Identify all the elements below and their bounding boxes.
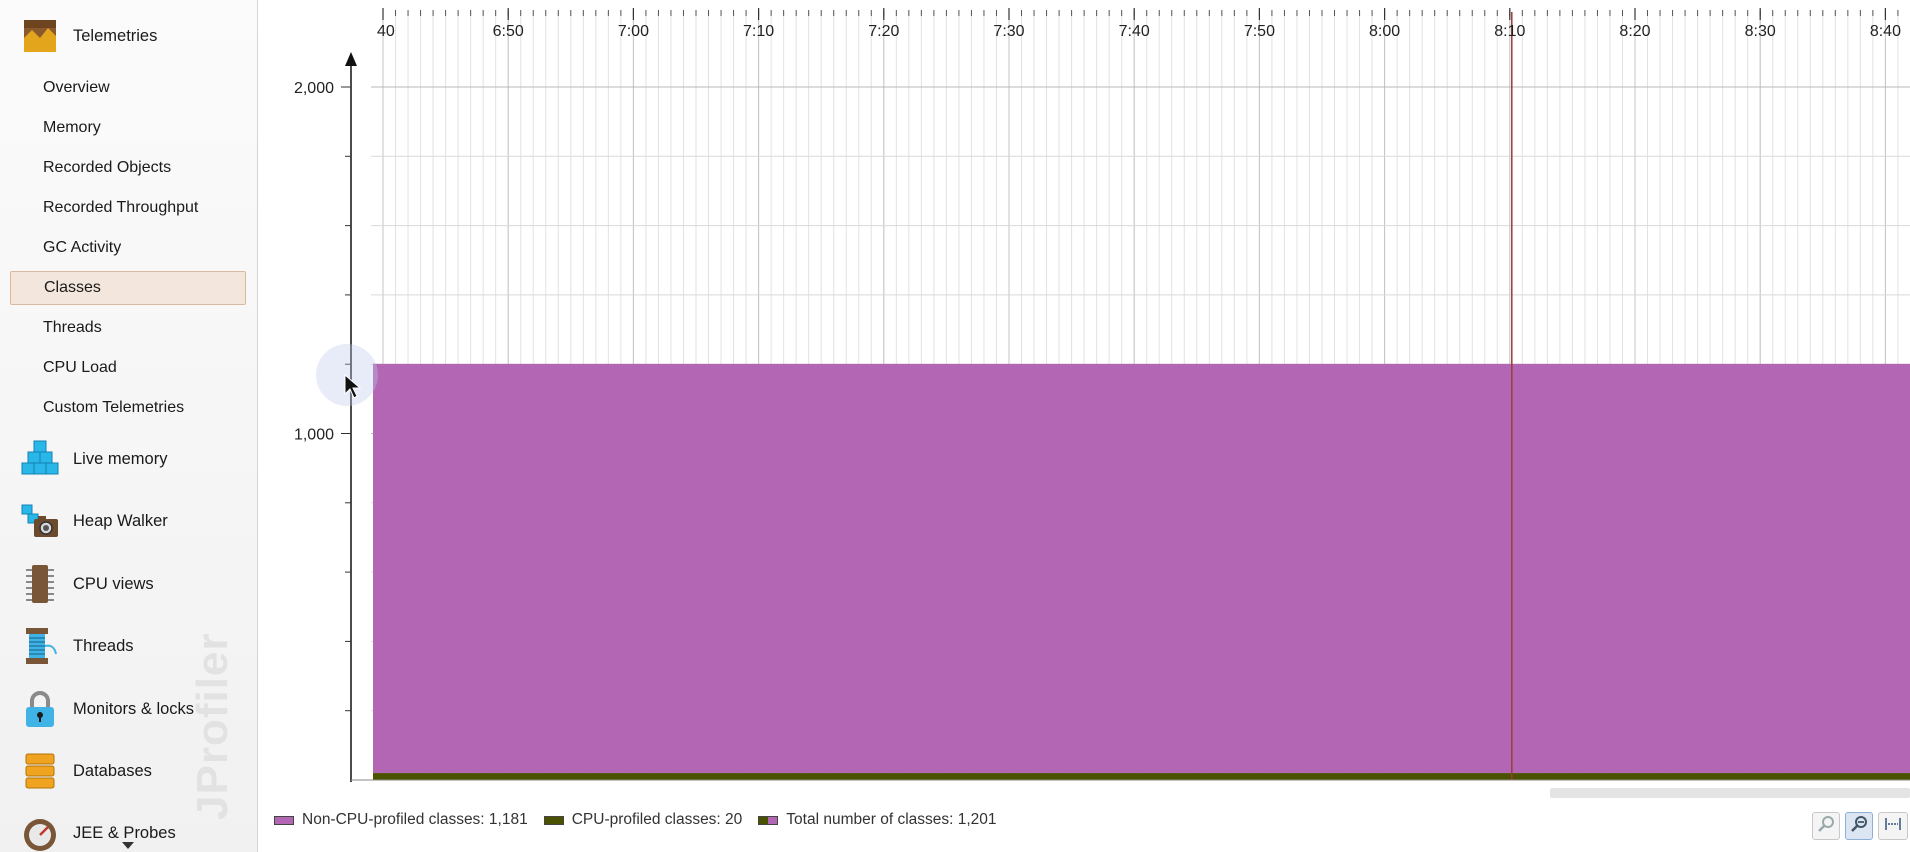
nav-databases[interactable]: Databases: [0, 743, 257, 799]
live-memory-icon: [20, 439, 60, 479]
telemetry-item-label: CPU Load: [43, 359, 117, 376]
jee-probes-icon: [20, 813, 60, 852]
legend-swatch: [758, 815, 779, 825]
telemetry-item-overview[interactable]: Overview: [10, 71, 246, 105]
jprofiler-watermark: JProfiler: [188, 632, 237, 820]
nav-threads-label: Threads: [73, 636, 134, 655]
legend-item-non-cpu-profiled: Non-CPU-profiled classes: 1,181: [274, 811, 528, 829]
telemetry-item-label: Threads: [43, 319, 102, 336]
databases-icon: [20, 751, 60, 791]
x-tick-label: 8:10: [1494, 23, 1525, 40]
y-tick-label: 1,000: [294, 427, 334, 444]
cpu-views-icon: [20, 564, 60, 604]
legend-label: CPU-profiled classes: 20: [571, 811, 743, 828]
x-tick-label: 8:00: [1369, 23, 1400, 40]
nav-telemetries-label: Telemetries: [73, 26, 158, 45]
x-axis-ticks: 40 6:50 7:00 7:10 7:20 7:30 7:40 7:50 8:00 8:10 8:…: [377, 8, 1901, 40]
nav-telemetries[interactable]: Telemetries: [0, 8, 257, 64]
telemetry-item-label: Classes: [44, 279, 101, 296]
classes-telemetry-chart[interactable]: 40 6:50 7:00 7:10 7:20 7:30 7:40 7:50 8:00 8:10 8:…: [258, 0, 1910, 852]
telemetry-item-recorded-throughput[interactable]: Recorded Throughput: [10, 191, 246, 225]
zoom-out-icon: [1849, 814, 1869, 839]
legend-swatch: [274, 815, 294, 825]
nav-threads[interactable]: Threads: [0, 618, 257, 674]
x-tick-label: 8:20: [1619, 23, 1650, 40]
x-tick-label: 8:30: [1745, 23, 1776, 40]
nav-heap-walker-label: Heap Walker: [73, 511, 168, 530]
nav-cpu-views[interactable]: CPU views: [0, 556, 257, 612]
sidebar-scroll-down-icon[interactable]: [122, 842, 134, 849]
telemetry-item-label: Recorded Throughput: [43, 199, 199, 216]
telemetry-item-label: Memory: [43, 119, 101, 136]
nav-jee-probes[interactable]: JEE & Probes: [0, 805, 257, 852]
nav-heap-walker[interactable]: Heap Walker: [0, 493, 257, 549]
monitors-locks-icon: [20, 689, 60, 729]
legend-label: Non-CPU-profiled classes: 1,181: [302, 811, 528, 828]
nav-databases-label: Databases: [73, 761, 152, 780]
x-tick-label: 7:40: [1119, 23, 1150, 40]
chart-axes: [345, 52, 1910, 782]
telemetry-item-threads[interactable]: Threads: [10, 311, 246, 345]
telemetry-item-custom-telemetries[interactable]: Custom Telemetries: [10, 391, 246, 425]
chart-areas: [373, 12, 1910, 780]
chart-legend: Non-CPU-profiled classes: 1,181 CPU-prof…: [274, 808, 1013, 832]
x-tick-label: 7:20: [868, 23, 899, 40]
area-non-cpu-profiled-classes: [373, 363, 1910, 774]
nav-live-memory-label: Live memory: [73, 449, 168, 468]
telemetry-item-memory[interactable]: Memory: [10, 111, 246, 145]
zoom-in-icon: [1816, 814, 1836, 839]
x-tick-label: 7:00: [618, 23, 649, 40]
chart-horizontal-scrollbar[interactable]: [1550, 788, 1910, 798]
nav-monitors-locks[interactable]: Monitors & locks: [0, 681, 257, 737]
telemetry-item-label: Recorded Objects: [43, 159, 172, 176]
x-tick-label: 40: [377, 23, 395, 40]
fit-width-button[interactable]: [1878, 812, 1908, 840]
x-tick-label: 7:50: [1244, 23, 1275, 40]
y-tick-label: 2,000: [294, 80, 334, 97]
cursor-highlight: [316, 344, 378, 406]
zoom-out-button[interactable]: [1845, 812, 1873, 840]
telemetry-item-label: GC Activity: [43, 239, 122, 256]
x-tick-label: 8:40: [1870, 23, 1901, 40]
legend-swatch: [543, 815, 564, 825]
nav-cpu-views-label: CPU views: [73, 574, 154, 593]
zoom-in-button[interactable]: [1812, 812, 1840, 840]
telemetries-icon: [20, 16, 60, 56]
telemetry-item-recorded-objects[interactable]: Recorded Objects: [10, 151, 246, 185]
threads-icon: [20, 626, 60, 666]
telemetry-item-cpu-load[interactable]: CPU Load: [10, 351, 246, 385]
x-tick-label: 7:30: [993, 23, 1024, 40]
area-cpu-profiled-classes: [373, 773, 1910, 780]
x-tick-label: 6:50: [493, 23, 524, 40]
y-axis-arrow: [345, 52, 357, 66]
x-tick-label: 7:10: [743, 23, 774, 40]
legend-item-total: Total number of classes: 1,201: [758, 811, 997, 829]
nav-monitors-locks-label: Monitors & locks: [73, 699, 195, 718]
sidebar: Telemetries Overview Memory Recorded Obj…: [0, 0, 258, 852]
legend-label: Total number of classes: 1,201: [786, 811, 997, 828]
heap-walker-icon: [20, 501, 60, 541]
mouse-pointer-icon: [344, 374, 362, 399]
telemetry-item-label: Custom Telemetries: [43, 399, 185, 416]
telemetry-item-label: Overview: [43, 79, 110, 96]
y-axis-ticks: 1,000 2,000: [294, 80, 351, 712]
fit-width-icon: [1883, 814, 1903, 839]
telemetry-item-classes[interactable]: Classes: [10, 271, 246, 305]
nav-jee-probes-label: JEE & Probes: [73, 823, 176, 842]
legend-item-cpu-profiled: CPU-profiled classes: 20: [543, 811, 743, 829]
nav-live-memory[interactable]: Live memory: [0, 431, 257, 487]
telemetry-item-gc-activity[interactable]: GC Activity: [10, 231, 246, 265]
